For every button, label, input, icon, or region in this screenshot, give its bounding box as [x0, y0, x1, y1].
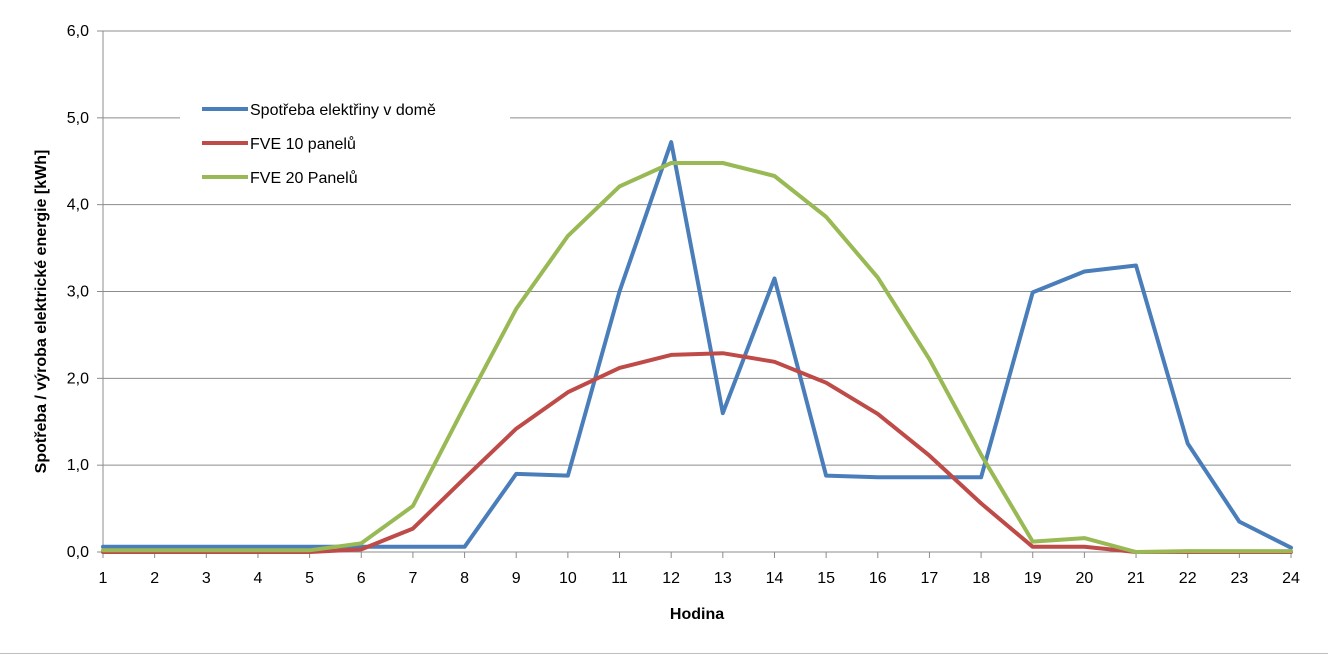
axes: 0,01,02,03,04,05,06,01 2 3 4 5 6 7 8 9 10 11 12 13 14… [67, 23, 1300, 587]
x-tick-label: 15 [817, 570, 835, 587]
x-tick-label: 16 [869, 570, 887, 587]
x-tick-label: 3 [202, 570, 211, 587]
x-tick-label: 19 [1024, 570, 1042, 587]
legend-label: Spotřeba elektřiny v domě [250, 102, 436, 119]
series-lines [101, 140, 1293, 554]
x-tick-label: 5 [305, 570, 314, 587]
x-tick-label: 17 [921, 570, 939, 587]
x-tick-label: 8 [460, 570, 469, 587]
x-tick-label: 12 [662, 570, 680, 587]
series-line-2 [101, 351, 1293, 554]
x-tick-label: 21 [1127, 570, 1145, 587]
x-tick-label: 4 [254, 570, 263, 587]
y-tick-label: 0,0 [67, 544, 89, 561]
y-tick-label: 6,0 [67, 23, 89, 40]
x-tick-label: 18 [972, 570, 990, 587]
x-tick-label: 11 [611, 570, 628, 587]
y-axis-title: Spotřeba / výroba elektrické energie [kW… [33, 150, 50, 474]
x-tick-label: 9 [512, 570, 521, 587]
legend: Spotřeba elektřiny v domě FVE 10 panelů FV… [180, 92, 510, 204]
x-tick-label: 13 [714, 570, 732, 587]
y-tick-label: 5,0 [67, 110, 89, 127]
x-tick-label: 7 [408, 570, 417, 587]
x-tick-label: 6 [357, 570, 366, 587]
x-tick-label: 24 [1282, 570, 1300, 587]
series-line-1 [101, 140, 1293, 550]
x-tick-label: 14 [766, 570, 784, 587]
legend-label: FVE 20 Panelů [250, 169, 358, 187]
series-line-3 [101, 161, 1293, 554]
bottom-divider [0, 653, 1328, 654]
y-tick-label: 4,0 [67, 197, 89, 214]
x-tick-label: 22 [1179, 570, 1197, 587]
y-tick-label: 1,0 [67, 457, 89, 474]
x-tick-label: 2 [150, 570, 159, 587]
x-tick-label: 1 [99, 570, 108, 587]
x-tick-label: 23 [1230, 570, 1248, 587]
x-axis-title: Hodina [670, 606, 724, 623]
x-tick-label: 10 [559, 570, 577, 587]
y-tick-label: 3,0 [67, 284, 89, 301]
legend-label: FVE 10 panelů [250, 135, 356, 153]
x-tick-label: 20 [1075, 570, 1093, 587]
y-tick-label: 2,0 [67, 370, 89, 387]
